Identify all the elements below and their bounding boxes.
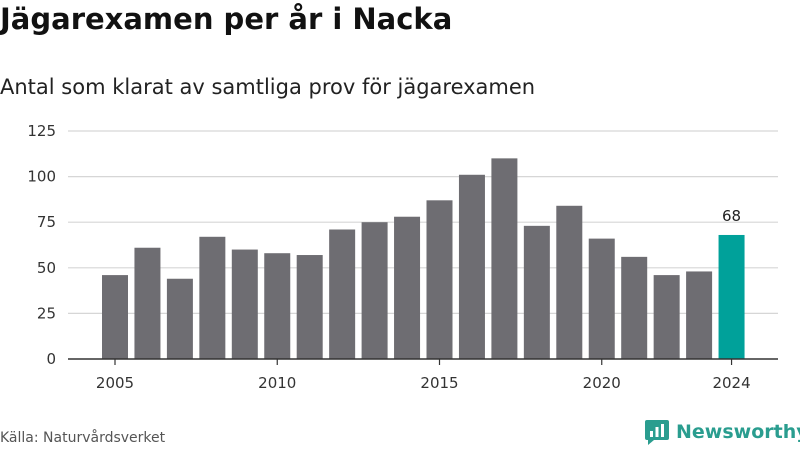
brand-name: Newsworthy <box>676 421 800 443</box>
x-tick-label: 2010 <box>258 374 296 392</box>
x-tick-label: 2020 <box>583 374 621 392</box>
x-tick-label: 2005 <box>96 374 134 392</box>
bar <box>394 216 421 359</box>
y-tick-label: 100 <box>27 168 56 186</box>
bar <box>329 229 356 359</box>
chart-subtitle: Antal som klarat av samtliga prov för jä… <box>0 75 536 99</box>
bar <box>458 174 485 359</box>
brand-logo: Newsworthy <box>644 418 800 446</box>
y-tick-label: 0 <box>46 350 56 368</box>
bar <box>588 238 615 359</box>
bar <box>653 275 680 359</box>
y-tick-label: 125 <box>27 122 56 140</box>
bar <box>296 255 323 359</box>
bar <box>621 256 648 359</box>
source-note: Källa: Naturvårdsverket <box>0 430 166 446</box>
bar <box>231 249 258 359</box>
y-tick-label: 75 <box>37 213 56 231</box>
bar <box>718 234 745 359</box>
bar <box>134 247 161 359</box>
y-tick-label: 50 <box>37 259 56 277</box>
bar <box>556 205 583 359</box>
bar <box>199 236 226 359</box>
bar <box>426 200 453 359</box>
bar <box>361 222 388 359</box>
x-tick-label: 2015 <box>420 374 458 392</box>
bar-chart: 0 25 50 75 100 125 2005 2010 2015 2020 2024 68 <box>27 122 778 392</box>
page-title: Jägarexamen per år i Nacka <box>0 2 453 36</box>
chart-bubble-icon <box>645 420 669 445</box>
bar <box>166 278 193 359</box>
bar <box>523 225 550 359</box>
bar <box>264 253 291 359</box>
x-tick-label: 2024 <box>712 374 750 392</box>
bar <box>102 275 128 359</box>
bar <box>491 158 518 359</box>
data-label: 68 <box>722 207 741 225</box>
bar <box>686 271 713 359</box>
y-tick-label: 25 <box>37 304 56 322</box>
